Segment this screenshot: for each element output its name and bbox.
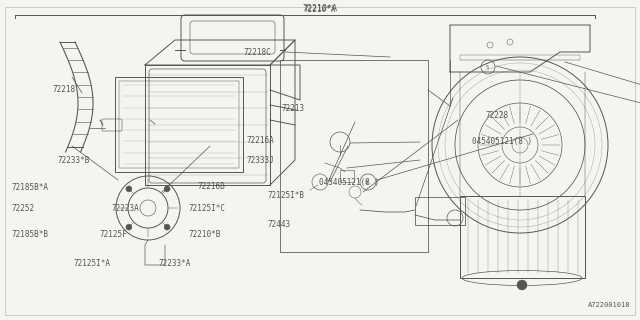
Text: 72233*B: 72233*B xyxy=(58,156,90,164)
Text: A722001018: A722001018 xyxy=(588,302,630,308)
Text: 72125I*C: 72125I*C xyxy=(189,204,226,213)
Text: 72125I*B: 72125I*B xyxy=(268,191,305,200)
Circle shape xyxy=(164,224,170,230)
Bar xyxy=(340,170,354,182)
Circle shape xyxy=(126,186,132,192)
Circle shape xyxy=(517,280,527,290)
Text: 72216B: 72216B xyxy=(197,182,225,191)
Text: S: S xyxy=(365,180,368,185)
Text: S: S xyxy=(486,65,489,69)
Text: 72223A: 72223A xyxy=(112,204,140,213)
Text: 72333J: 72333J xyxy=(246,156,274,164)
Text: 72125F: 72125F xyxy=(99,230,127,239)
Text: 72213: 72213 xyxy=(282,104,305,113)
Circle shape xyxy=(126,224,132,230)
Text: 72185B*A: 72185B*A xyxy=(12,183,49,192)
Text: 72228: 72228 xyxy=(485,111,508,120)
Text: 72210*A: 72210*A xyxy=(304,5,336,14)
Text: 72210*A: 72210*A xyxy=(303,4,337,12)
Text: 045405121(8 ): 045405121(8 ) xyxy=(472,137,532,146)
Bar xyxy=(415,197,465,225)
Text: 72443: 72443 xyxy=(268,220,291,229)
Text: 72185B*B: 72185B*B xyxy=(12,230,49,239)
Text: 72210*B: 72210*B xyxy=(189,230,221,239)
Text: 045405121(8 ): 045405121(8 ) xyxy=(319,178,379,187)
Text: 72125I*A: 72125I*A xyxy=(74,259,111,268)
Text: 72218C: 72218C xyxy=(243,48,271,57)
Circle shape xyxy=(164,186,170,192)
Text: 72233*A: 72233*A xyxy=(159,259,191,268)
Bar xyxy=(280,60,428,252)
Text: 72216A: 72216A xyxy=(246,136,274,145)
Bar xyxy=(460,196,585,278)
Bar xyxy=(119,81,239,168)
Text: 72252: 72252 xyxy=(12,204,35,213)
Bar xyxy=(115,77,243,172)
Text: 72218: 72218 xyxy=(52,85,76,94)
